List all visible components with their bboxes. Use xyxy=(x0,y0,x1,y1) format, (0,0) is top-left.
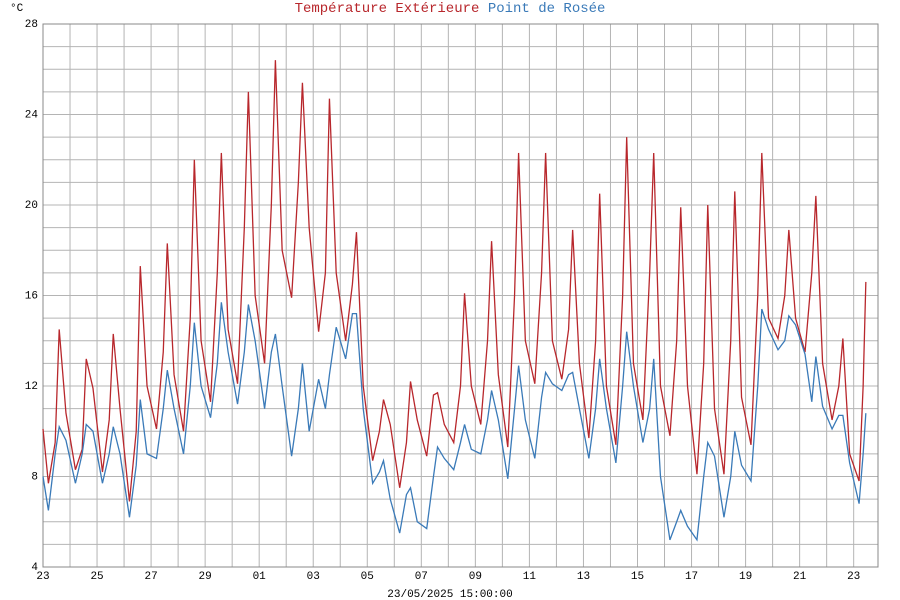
x-tick-label: 21 xyxy=(793,571,807,583)
footer: 23/05/2025 15:00:00 xyxy=(387,589,512,600)
y-tick-label: 20 xyxy=(25,200,38,212)
x-tick-label: 17 xyxy=(685,571,698,583)
x-tick-label: 29 xyxy=(199,571,212,583)
y-tick-label: 12 xyxy=(25,381,38,393)
x-tick-label: 11 xyxy=(523,571,537,583)
x-tick-label: 19 xyxy=(739,571,752,583)
plot-frame xyxy=(42,23,879,568)
x-tick-label: 23 xyxy=(847,571,860,583)
legend-entry: Point de Rosée xyxy=(488,1,606,17)
x-tick-label: 27 xyxy=(144,571,157,583)
y-tick-label: 28 xyxy=(25,19,38,31)
series-line xyxy=(42,302,867,542)
x-tick-label: 13 xyxy=(577,571,590,583)
chart-title: Température Extérieure Point de Rosée xyxy=(295,1,606,17)
x-tick-label: 09 xyxy=(469,571,482,583)
y-tick-label: 4 xyxy=(31,562,38,574)
x-tick-label: 25 xyxy=(90,571,103,583)
x-tick-label: 07 xyxy=(415,571,428,583)
y-tick-label: 8 xyxy=(31,471,38,483)
legend-entry: Température Extérieure xyxy=(295,1,480,17)
x-tick-label: 15 xyxy=(631,571,644,583)
x-tick-label: 05 xyxy=(361,571,374,583)
series-line xyxy=(42,60,867,502)
y-unit: °C xyxy=(10,3,24,15)
x-tick-label: 01 xyxy=(253,571,267,583)
x-tick-label: 03 xyxy=(307,571,320,583)
y-tick-label: 16 xyxy=(25,290,38,302)
x-tick-label: 23 xyxy=(36,571,49,583)
y-tick-label: 24 xyxy=(25,109,39,121)
